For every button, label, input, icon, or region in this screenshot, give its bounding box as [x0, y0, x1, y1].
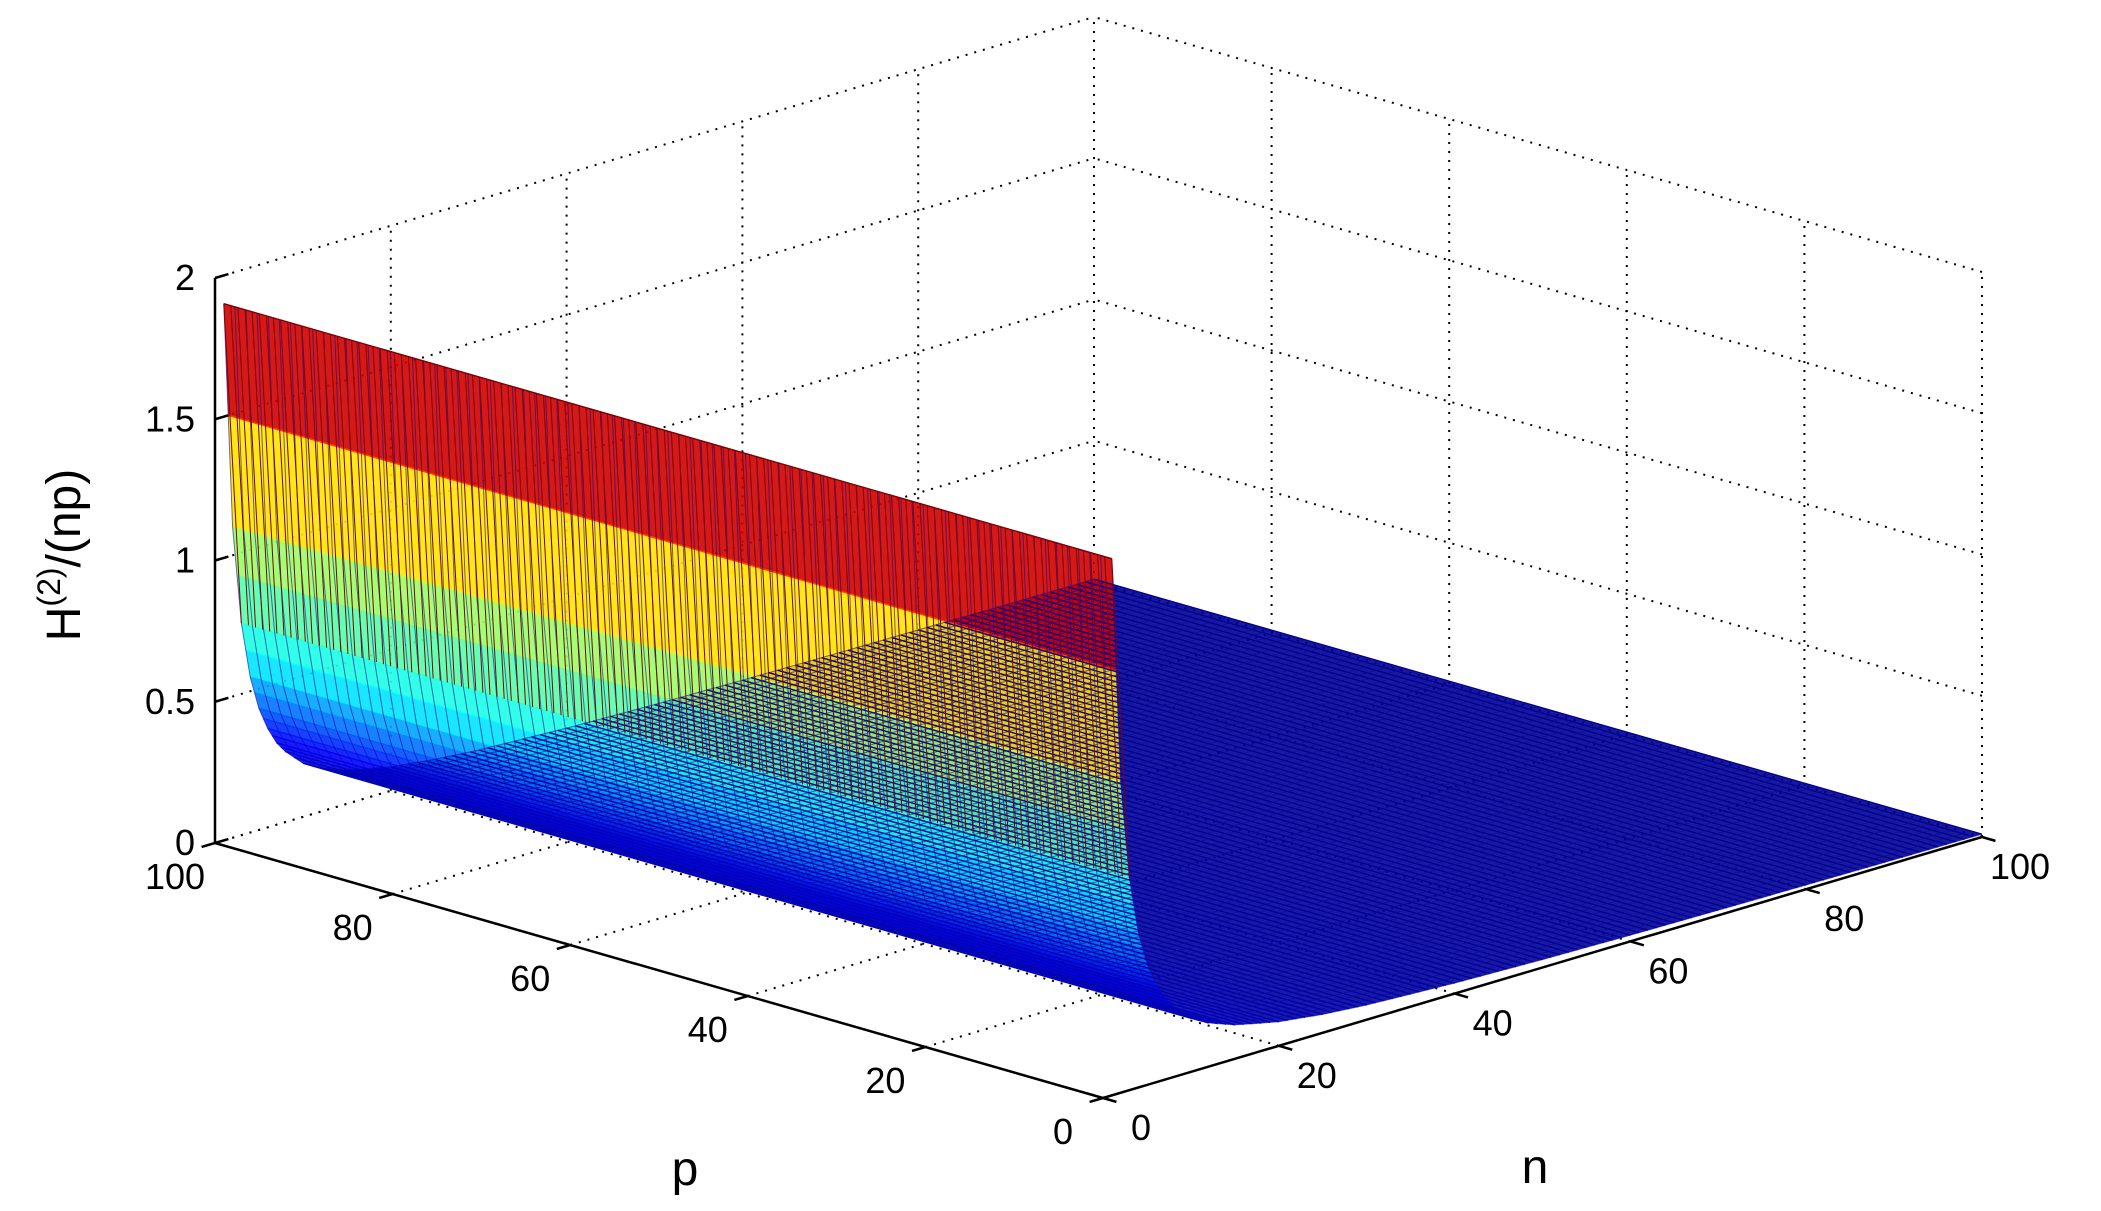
z-axis-tick [215, 839, 228, 843]
n-axis-tick [1982, 837, 1995, 841]
z-axis-tick [215, 274, 228, 278]
back-wall-grid-horizontal [215, 17, 1094, 278]
side-wall-grid-horizontal [1094, 17, 1982, 272]
n-axis-tick [1279, 1046, 1292, 1050]
p-axis-tick [202, 843, 215, 847]
n-tick-label: 40 [1473, 1003, 1513, 1044]
p-tick-label: 20 [865, 1060, 905, 1101]
z-tick-label: 1.5 [145, 398, 195, 439]
z-tick-label: 0.5 [145, 681, 195, 722]
n-tick-label: 0 [1131, 1107, 1151, 1148]
z-axis-label-superscript: (2) [31, 567, 67, 606]
z-axis-tick [215, 415, 228, 419]
z-axis-label-main: H [38, 607, 91, 642]
p-axis-tick [1090, 1098, 1103, 1102]
p-axis-tick [557, 945, 570, 949]
n-tick-label: 20 [1297, 1055, 1337, 1096]
p-axis-tick [734, 996, 747, 1000]
p-axis-tick [912, 1047, 925, 1051]
n-tick-label: 100 [1990, 846, 2050, 887]
n-tick-label: 80 [1824, 898, 1864, 939]
n-axis-tick [1806, 889, 1819, 893]
side-wall-grid-horizontal [1094, 158, 1982, 413]
z-tick-label: 0 [175, 822, 195, 863]
p-tick-label: 60 [510, 958, 550, 999]
n-axis-tick [1455, 994, 1468, 998]
surface-mesh [224, 304, 1982, 1025]
n-axis-tick [1630, 941, 1643, 945]
z-tick-label: 2 [175, 257, 195, 298]
p-tick-label: 40 [688, 1009, 728, 1050]
x-axis-label: n [1522, 1141, 1549, 1194]
p-tick-label: 80 [333, 907, 373, 948]
side-wall-grid-horizontal [1094, 300, 1982, 555]
p-tick-label: 0 [1053, 1111, 1073, 1152]
n-axis-tick [1103, 1098, 1116, 1102]
p-axis-tick [379, 894, 392, 898]
y-axis-label: p [672, 1143, 699, 1196]
n-tick-label: 60 [1648, 950, 1688, 991]
z-tick-label: 1 [175, 540, 195, 581]
z-axis-tick [215, 557, 228, 561]
z-axis-label-tail: /(np) [38, 469, 91, 568]
z-axis-tick [215, 698, 228, 702]
z-axis-label: H(2)/(np) [31, 469, 91, 641]
